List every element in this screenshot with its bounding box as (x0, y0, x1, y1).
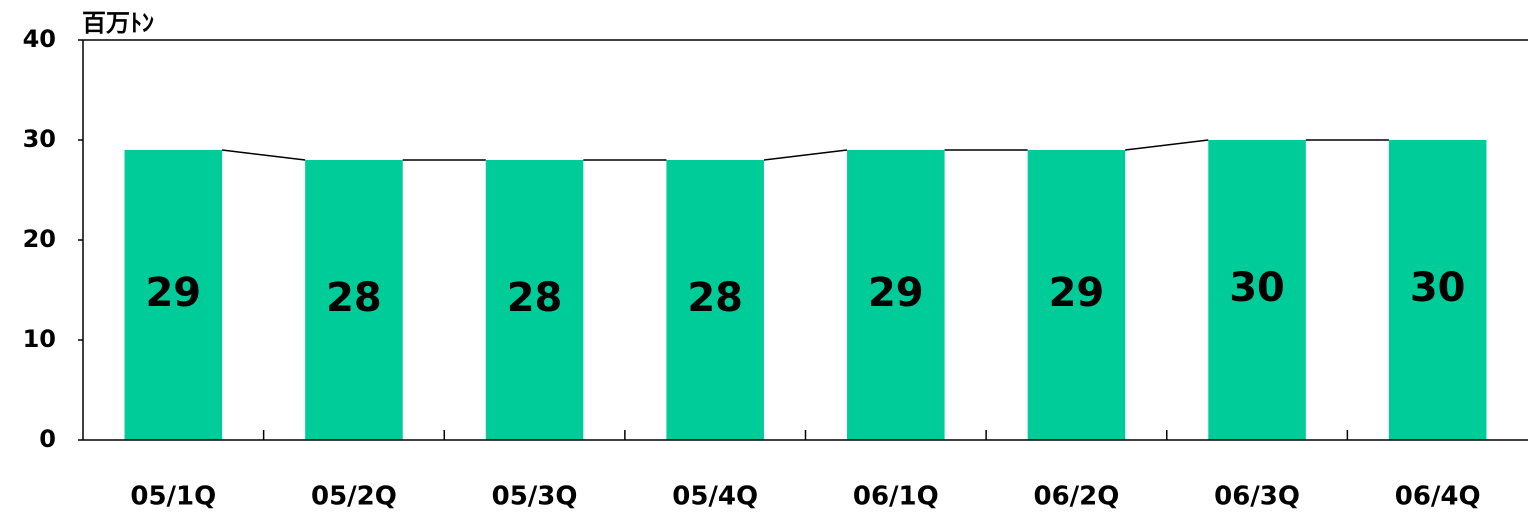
y-tick-label: 20 (23, 225, 56, 253)
data-label: 28 (507, 275, 563, 321)
x-tick-label: 06/4Q (1395, 482, 1481, 512)
connector-line (1125, 139, 1209, 151)
x-tick-label: 06/3Q (1214, 482, 1300, 512)
bar (666, 160, 764, 440)
bar (847, 150, 945, 440)
data-label: 28 (687, 275, 743, 321)
connector-line (763, 149, 848, 161)
bar (124, 150, 223, 440)
x-tick-label: 06/1Q (853, 482, 939, 512)
x-tick-label: 05/1Q (130, 482, 216, 512)
bar (305, 160, 403, 440)
x-tick-label: 05/3Q (492, 482, 578, 512)
y-tick-label: 0 (39, 425, 56, 453)
x-tick-label: 05/2Q (311, 482, 397, 512)
y-tick-label: 40 (23, 25, 56, 53)
data-label: 29 (868, 270, 924, 316)
bar (1208, 140, 1306, 440)
bar (1388, 140, 1487, 440)
data-label: 29 (145, 270, 201, 316)
bar (485, 160, 584, 440)
data-label: 29 (1049, 270, 1105, 316)
x-tick-label: 06/2Q (1034, 482, 1120, 512)
data-label: 30 (1410, 265, 1466, 311)
data-label: 30 (1229, 265, 1285, 311)
bar (1027, 150, 1126, 440)
y-tick-label: 30 (23, 125, 56, 153)
data-label: 28 (326, 275, 382, 321)
y-tick-label: 10 (23, 325, 56, 353)
connector-line (221, 149, 306, 161)
y-axis-label: 百万ﾄﾝ (82, 9, 154, 37)
x-tick-label: 05/4Q (672, 482, 758, 512)
